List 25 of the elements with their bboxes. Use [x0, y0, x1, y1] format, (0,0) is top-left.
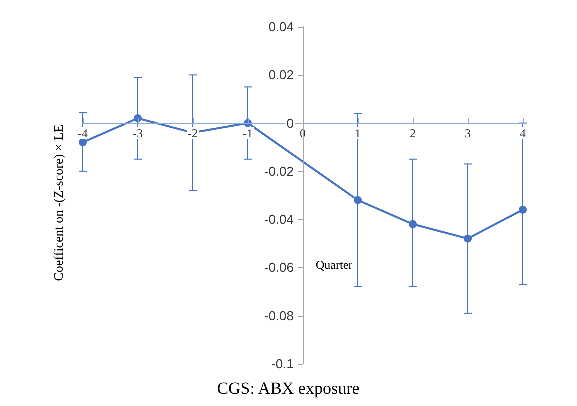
x-tick-label: -3	[133, 126, 143, 140]
y-axis-title: Coefficent on -(Z-score) × LE	[51, 124, 66, 282]
y-tick-label: -0.04	[264, 212, 294, 228]
y-tick-label: -0.06	[264, 260, 294, 276]
point	[464, 234, 472, 243]
y-tick-label: 0	[286, 116, 294, 131]
y-tick-label: -0.08	[264, 308, 294, 324]
y-tick-label: 0.04	[268, 20, 294, 34]
point	[354, 196, 362, 204]
x-axis-title: Quarter	[316, 258, 353, 272]
x-tick-label: -4	[78, 126, 88, 140]
x-tick-label: 1	[355, 126, 361, 140]
y-tick-label: 0.02	[268, 68, 294, 83]
point	[519, 206, 527, 214]
x-tick-label: 4	[520, 126, 526, 140]
y-tick-label: -0.1	[272, 356, 294, 372]
y-tick-label: -0.02	[264, 164, 294, 179]
x-tick-label: -2	[188, 126, 198, 140]
text: CGS: ABX exposure	[217, 379, 360, 398]
point	[409, 220, 417, 228]
point	[79, 138, 87, 147]
x-tick-label: 2	[410, 126, 416, 140]
x-tick-label: -1	[243, 126, 253, 140]
point	[134, 114, 142, 122]
x-tick-label: 3	[465, 126, 471, 140]
